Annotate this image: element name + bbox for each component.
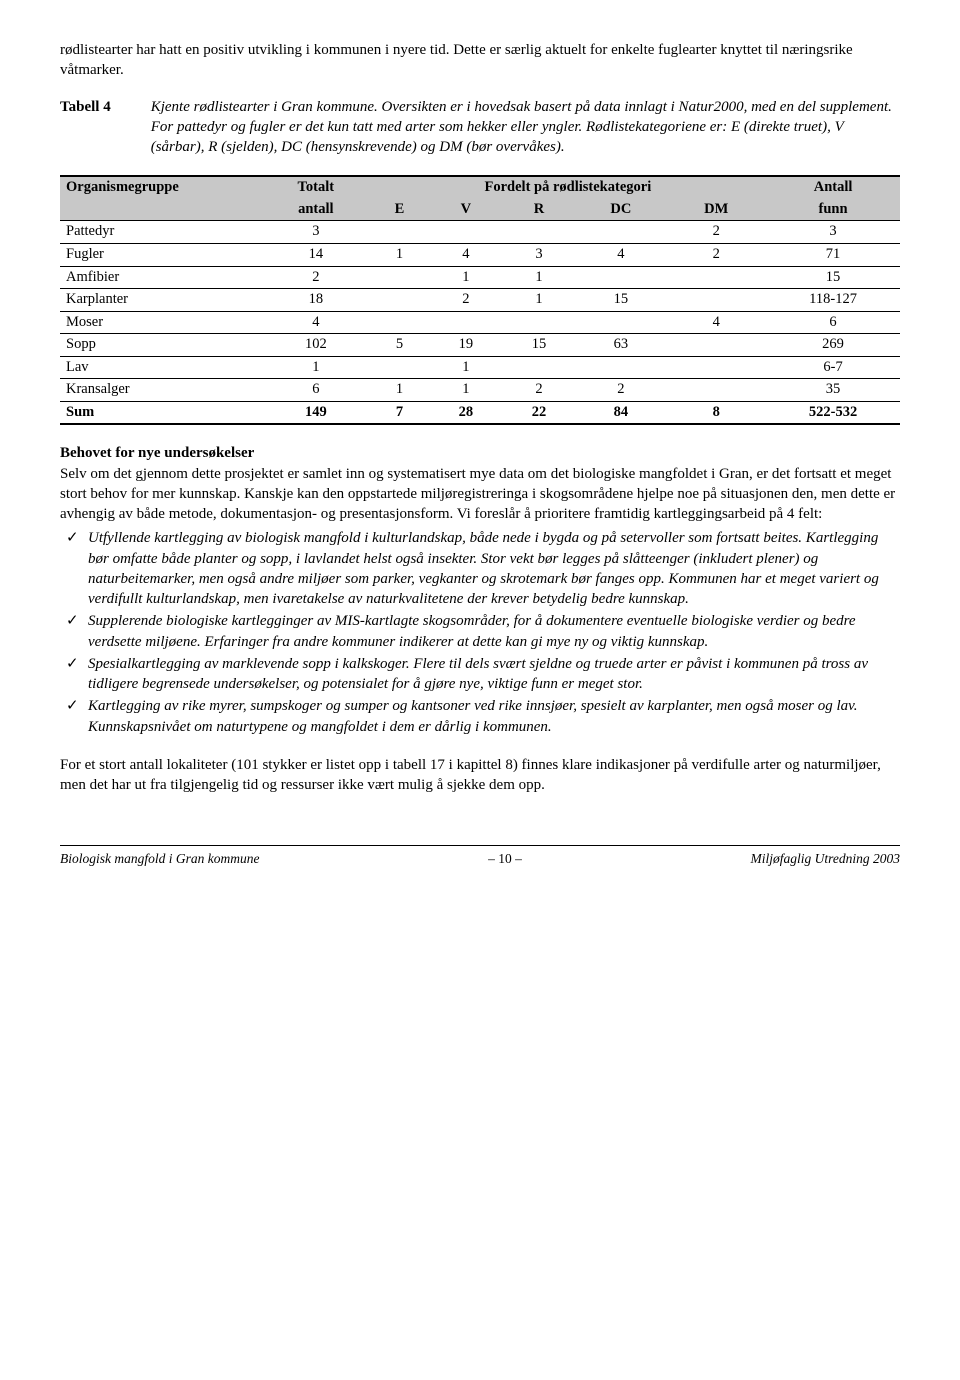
table-row: Kransalger6112235 [60, 379, 900, 402]
list-item: ✓ Utfyllende kartlegging av biologisk man… [60, 528, 900, 609]
th-funn: funn [766, 199, 900, 221]
footer-center: – 10 – [488, 850, 522, 868]
check-icon: ✓ [66, 696, 79, 716]
section-paragraph: Selv om det gjennom dette prosjektet er … [60, 464, 900, 525]
list-item-text: Supplerende biologiske kartlegginger av … [88, 613, 856, 649]
table-row: Karplanter182115118-127 [60, 289, 900, 312]
section-title: Behovet for nye undersøkelser [60, 443, 900, 463]
intro-paragraph: rødlistearter har hatt en positiv utvikl… [60, 40, 900, 81]
table-label: Tabell 4 [60, 97, 151, 158]
table-row: Moser446 [60, 311, 900, 334]
check-icon: ✓ [66, 654, 79, 674]
table-caption: Kjente rødlistearter i Gran kommune. Ove… [151, 97, 900, 158]
checklist: ✓ Utfyllende kartlegging av biologisk man… [60, 528, 900, 737]
redlist-table: Organismegruppe Totalt Fordelt på rødlis… [60, 175, 900, 425]
table-row: Pattedyr323 [60, 221, 900, 244]
list-item-text: Utfyllende kartlegging av biologisk mang… [88, 530, 879, 607]
list-item: ✓ Spesialkartlegging av marklevende sopp … [60, 654, 900, 695]
list-item: ✓ Kartlegging av rike myrer, sumpskoger o… [60, 696, 900, 737]
th-antall: Antall [766, 176, 900, 199]
th-v: V [429, 199, 502, 221]
table-row-sum: Sum14972822848522-532 [60, 401, 900, 424]
footer-right: Miljøfaglig Utredning 2003 [750, 850, 900, 868]
table-row: Lav116-7 [60, 356, 900, 379]
table-row: Fugler141434271 [60, 243, 900, 266]
th-fordelt: Fordelt på rødlistekategori [370, 176, 766, 199]
th-e: E [370, 199, 430, 221]
list-item-text: Kartlegging av rike myrer, sumpskoger og… [88, 698, 857, 734]
page-footer: Biologisk mangfold i Gran kommune – 10 –… [60, 845, 900, 868]
table-row: Sopp1025191563269 [60, 334, 900, 357]
table-caption-block: Tabell 4 Kjente rødlistearter i Gran kom… [60, 97, 900, 158]
check-icon: ✓ [66, 611, 79, 631]
closing-paragraph: For et stort antall lokaliteter (101 sty… [60, 755, 900, 796]
list-item-text: Spesialkartlegging av marklevende sopp i… [88, 656, 868, 692]
list-item: ✓ Supplerende biologiske kartlegginger av… [60, 611, 900, 652]
th-r: R [502, 199, 575, 221]
check-icon: ✓ [66, 528, 79, 548]
th-antall-sub: antall [262, 199, 370, 221]
th-totalt: Totalt [262, 176, 370, 199]
table-row: Amfibier21115 [60, 266, 900, 289]
footer-left: Biologisk mangfold i Gran kommune [60, 850, 259, 868]
th-blank [60, 199, 262, 221]
th-organismegruppe: Organismegruppe [60, 176, 262, 199]
th-dc: DC [575, 199, 666, 221]
th-dm: DM [666, 199, 766, 221]
